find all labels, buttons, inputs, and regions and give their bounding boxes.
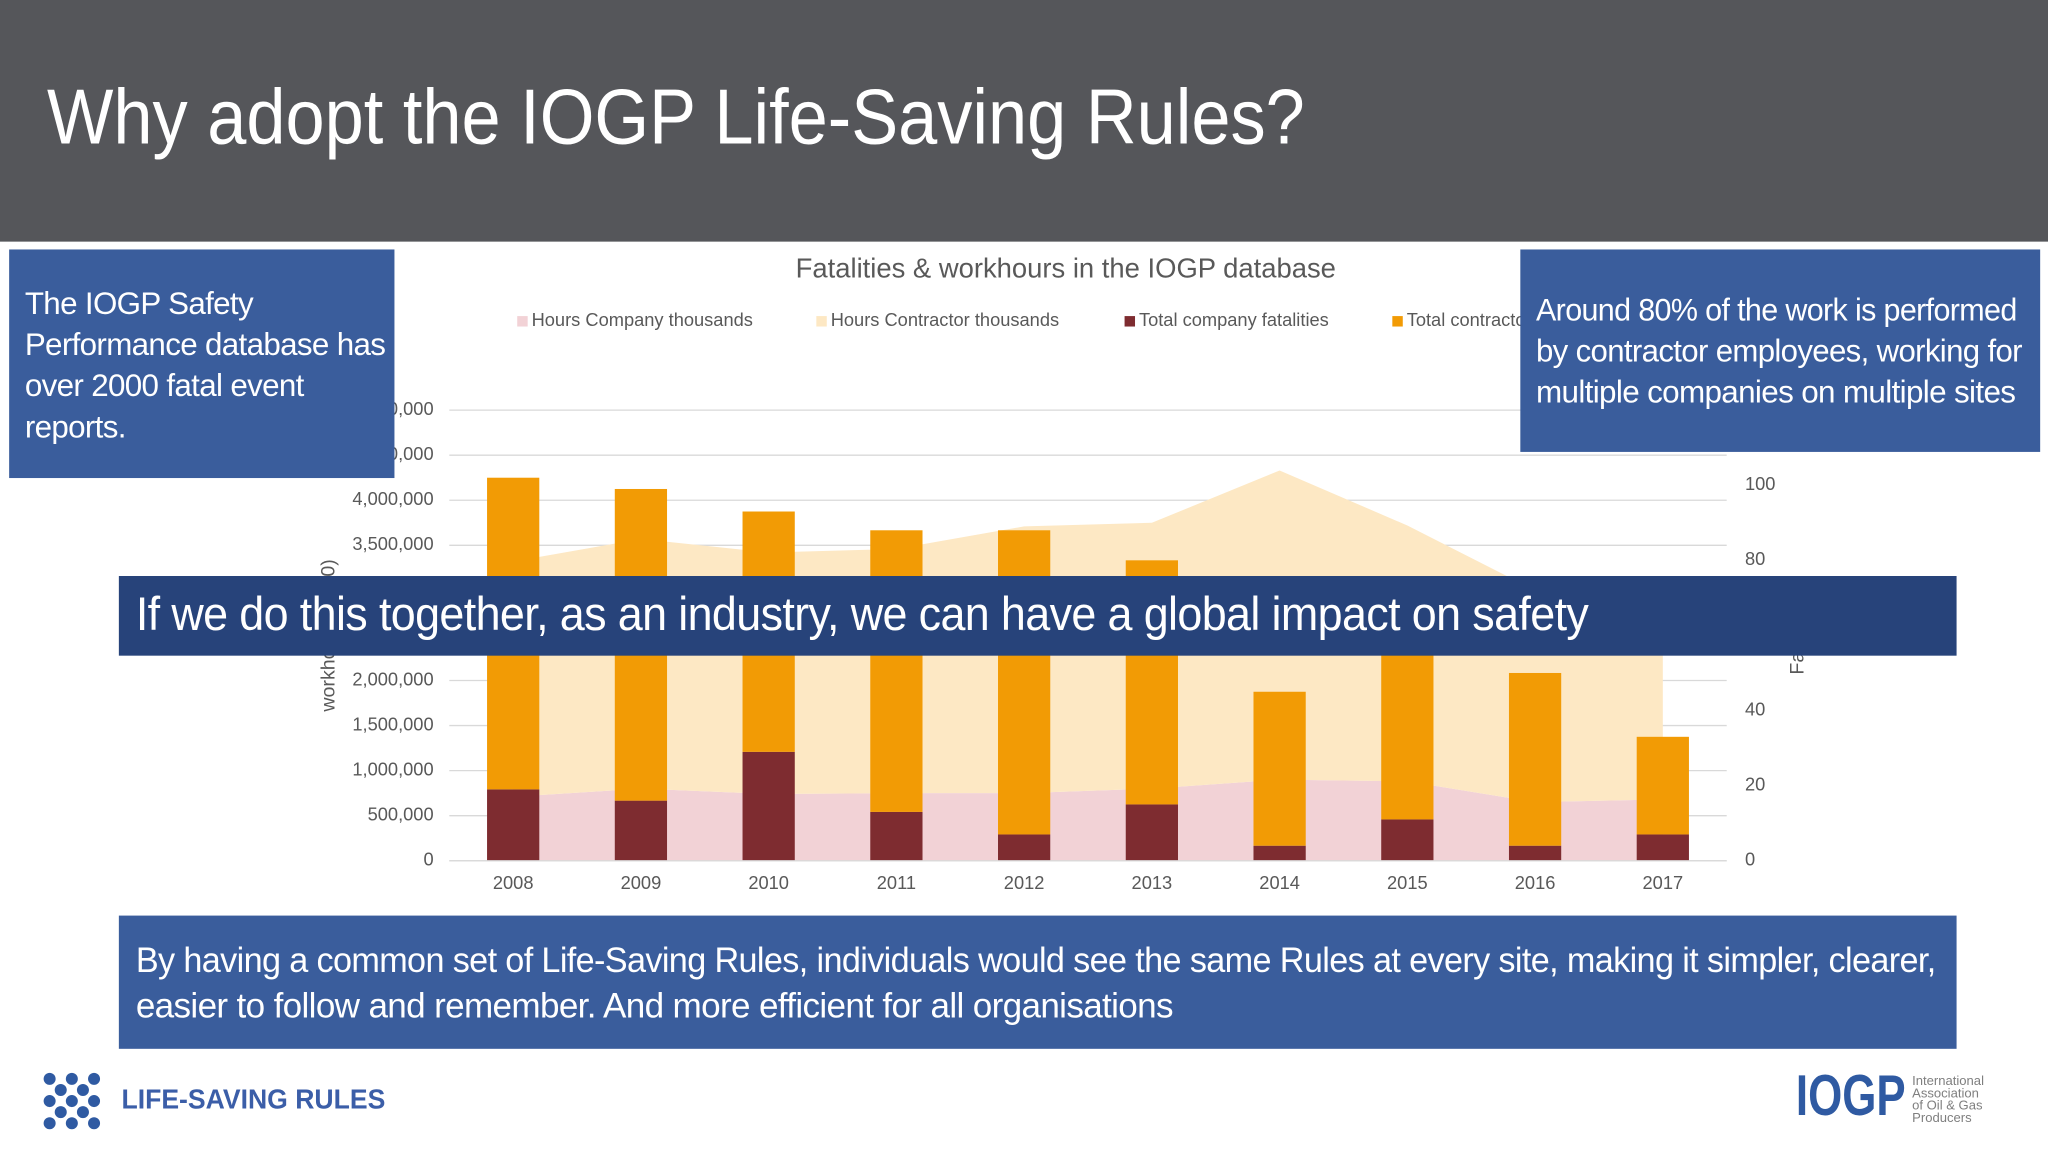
bar	[1381, 642, 1434, 820]
org-name: of Oil & Gas	[1912, 1098, 1983, 1113]
legend-swatch	[1392, 316, 1403, 327]
brand-text: LIFE-SAVING RULES	[121, 1083, 385, 1114]
y-tick-label: 1,000,000	[352, 758, 433, 779]
org-logo: IOGP	[1796, 1064, 1906, 1128]
bar	[1253, 845, 1306, 861]
y-tick-label: 500,000	[368, 804, 434, 825]
brand-dot	[65, 1117, 78, 1130]
brand-dot	[88, 1072, 101, 1085]
bar	[1125, 804, 1178, 861]
bar	[1636, 834, 1689, 861]
bar	[870, 530, 923, 812]
y-tick-label: 4,000,000	[352, 488, 433, 509]
x-tick-label: 2012	[1004, 872, 1045, 893]
y-tick-label: 1,500,000	[352, 713, 433, 734]
bar	[1636, 736, 1689, 835]
area	[513, 779, 1663, 861]
x-tick-label: 2015	[1387, 872, 1428, 893]
left-panel-text: The IOGP Safety	[25, 286, 254, 321]
bar	[998, 834, 1051, 861]
legend-swatch	[1124, 316, 1136, 327]
y-tick-label: 2,000,000	[352, 668, 433, 689]
y2-tick-label: 100	[1745, 473, 1775, 494]
overlays: The IOGP Safety Performance database has o…	[9, 249, 2041, 1130]
bar	[742, 751, 795, 861]
brand-dot	[54, 1083, 67, 1096]
brand-dot	[88, 1117, 101, 1130]
banner	[118, 576, 1957, 656]
bar	[1253, 691, 1306, 846]
bar	[998, 530, 1051, 835]
legend-swatch	[517, 316, 528, 327]
brand-dot	[76, 1083, 89, 1096]
org-name: Association	[1912, 1085, 1979, 1100]
legend-label: Hours Company thousands	[532, 309, 753, 330]
left-panel-text: Performance database has	[25, 327, 386, 362]
slide-title: Why adopt the IOGP Life-Saving Rules?	[47, 72, 1305, 160]
brand-dot	[54, 1106, 67, 1119]
right-panel-text: multiple companies on multiple sites	[1536, 375, 2015, 410]
bottom-panel-text: By having a common set of Life-Saving Ru…	[136, 941, 1936, 980]
x-tick-label: 2008	[493, 872, 534, 893]
legend-label: Total company fatalities	[1139, 309, 1329, 330]
bar	[614, 800, 668, 861]
x-tick-label: 2013	[1132, 872, 1173, 893]
y-tick-label: 3,500,000	[352, 533, 433, 554]
bottom-panel	[118, 915, 1957, 1049]
left-panel	[9, 249, 395, 479]
brand-dot	[88, 1095, 101, 1108]
legend-label: Hours Contractor thousands	[831, 309, 1059, 330]
legend-swatch	[816, 316, 827, 327]
banner-text: If we do this together, as an industry, …	[136, 587, 1589, 640]
org-name: International	[1912, 1073, 1984, 1088]
brand-dot	[43, 1072, 56, 1085]
brand-dot	[76, 1106, 89, 1119]
bar	[1508, 845, 1562, 861]
bar	[1381, 819, 1434, 861]
right-panel	[1520, 249, 2041, 452]
bottom-panel-text: easier to follow and remember. And more …	[136, 987, 1173, 1026]
x-tick-label: 2017	[1643, 872, 1684, 893]
left-panel-text: reports.	[25, 409, 126, 444]
y2-tick-label: 0	[1745, 849, 1755, 870]
bar	[1508, 672, 1562, 846]
org-name: Producers	[1912, 1110, 1972, 1125]
brand-dot	[43, 1117, 56, 1130]
x-tick-label: 2011	[877, 872, 916, 893]
bar	[487, 789, 540, 861]
brand-dot	[65, 1072, 78, 1085]
left-panel-text: over 2000 fatal event	[25, 368, 305, 403]
x-tick-label: 2016	[1515, 872, 1556, 893]
x-tick-label: 2009	[621, 872, 662, 893]
right-panel-text: by contractor employees, working for	[1536, 334, 2022, 369]
chart-title: Fatalities & workhours in the IOGP datab…	[796, 253, 1336, 284]
y2-tick-label: 40	[1745, 698, 1765, 719]
x-tick-label: 2010	[748, 872, 789, 893]
y-tick-label: 0	[423, 849, 433, 870]
bar	[870, 811, 923, 861]
header	[0, 0, 2048, 242]
brand-dot	[43, 1095, 56, 1108]
y2-tick-label: 20	[1745, 773, 1765, 794]
x-tick-label: 2014	[1259, 872, 1300, 893]
right-panel-text: Around 80% of the work is performed	[1536, 292, 2017, 327]
y2-tick-label: 80	[1745, 548, 1765, 569]
brand-dot	[65, 1095, 78, 1108]
